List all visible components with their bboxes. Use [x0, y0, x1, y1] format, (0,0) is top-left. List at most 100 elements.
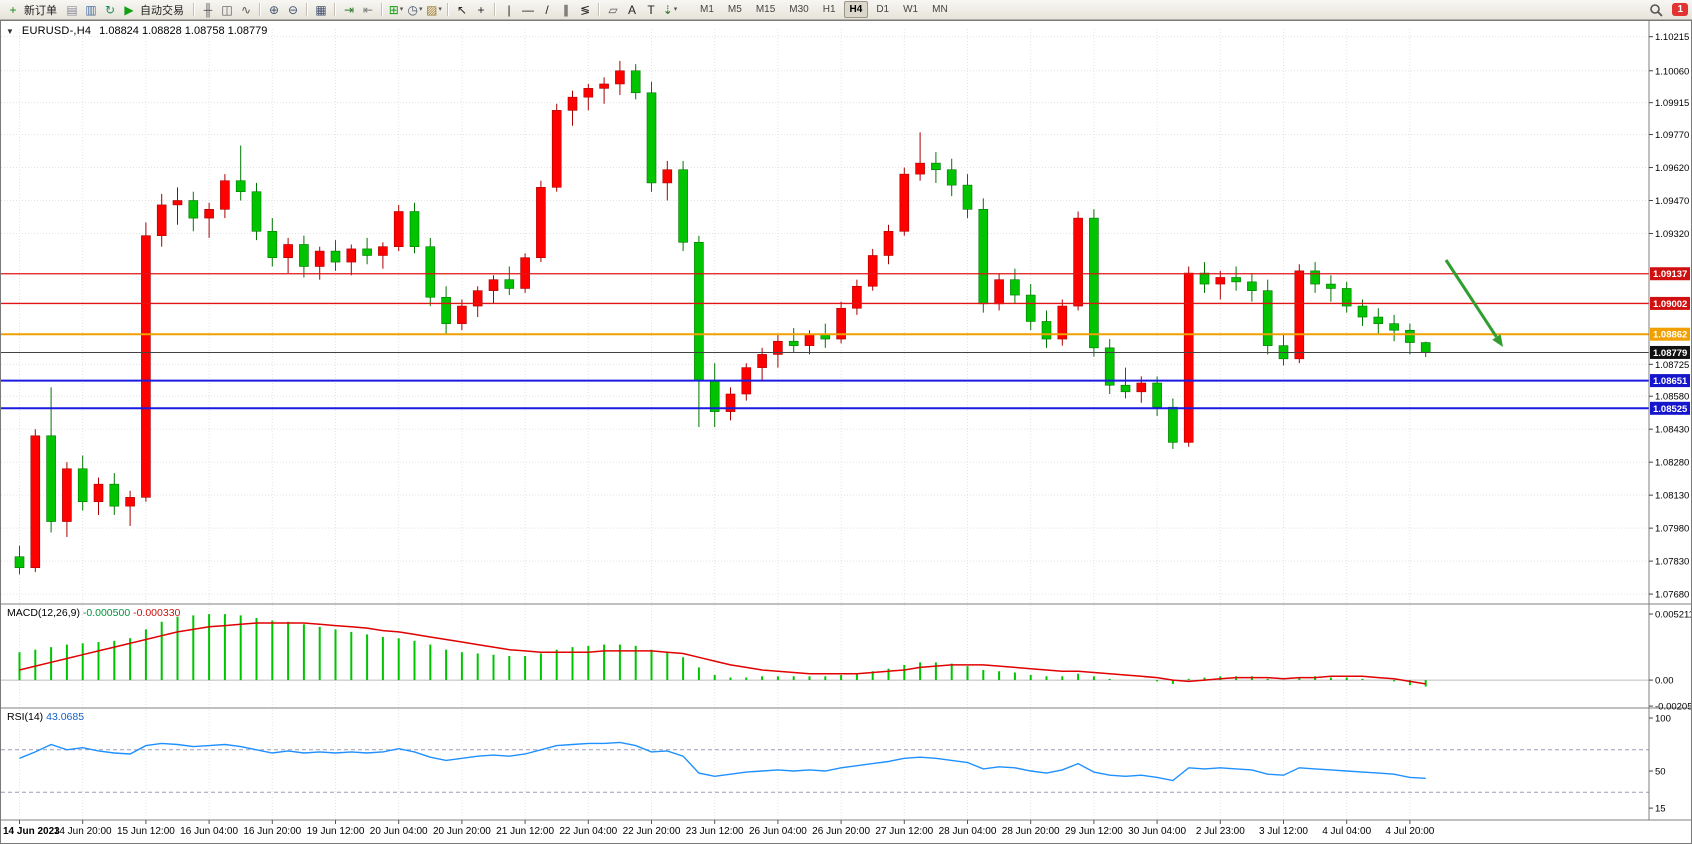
- bar-chart-button[interactable]: ╫: [199, 1, 217, 18]
- timeframe-w1[interactable]: W1: [903, 4, 919, 15]
- toolbar-separator: [193, 3, 195, 16]
- svg-text:23 Jun 12:00: 23 Jun 12:00: [686, 826, 744, 837]
- svg-text:1.09915: 1.09915: [1655, 98, 1689, 109]
- toolbar-separator: [306, 3, 308, 16]
- zoom-in-icon: ⊕: [268, 2, 280, 17]
- pane-separators[interactable]: [1, 21, 1691, 821]
- search-button[interactable]: [1647, 1, 1665, 18]
- chart-shift-button[interactable]: ⇤: [359, 1, 377, 18]
- indicators-button[interactable]: ⊞ ▾: [387, 1, 405, 18]
- trendline-icon: /: [545, 2, 549, 17]
- chart-title: ▼ EURUSD-,H4 1.08824 1.08828 1.08758 1.0…: [6, 25, 267, 37]
- svg-text:1.09620: 1.09620: [1655, 163, 1689, 174]
- candlestick-chart-button[interactable]: ◫: [218, 1, 236, 18]
- line-chart-button[interactable]: ∿: [237, 1, 255, 18]
- timeframe-d1[interactable]: D1: [876, 4, 890, 15]
- auto-scroll-icon: ⇥: [343, 2, 355, 17]
- auto-scroll-button[interactable]: ⇥: [340, 1, 358, 18]
- svg-text:1.08862: 1.08862: [1653, 330, 1687, 341]
- svg-text:1.07980: 1.07980: [1655, 524, 1689, 535]
- channel-icon: ∥: [563, 2, 569, 17]
- crosshair-button[interactable]: +: [472, 1, 490, 18]
- chart-canvas[interactable]: 1.10215 1.10060 1.09915 1.09770 1.09620 1.094…: [1, 21, 1692, 843]
- timeframe-m30[interactable]: M30: [789, 4, 809, 15]
- trendline-button[interactable]: /: [538, 1, 556, 18]
- crosshair-icon: +: [477, 2, 485, 17]
- svg-text:30 Jun 04:00: 30 Jun 04:00: [1128, 826, 1186, 837]
- timeframe-m5[interactable]: M5: [727, 4, 742, 15]
- toolbar-separator: [334, 3, 336, 16]
- fibonacci-button[interactable]: ≶: [576, 1, 594, 18]
- svg-text:1.08130: 1.08130: [1655, 491, 1689, 502]
- timeframe-bar: M1 M5 M15 M30 H1 H4 D1 W1 MN: [694, 1, 954, 18]
- svg-text:28 Jun 20:00: 28 Jun 20:00: [1002, 826, 1060, 837]
- periods-button[interactable]: ◷ ▾: [406, 1, 424, 18]
- text-button[interactable]: A: [623, 1, 641, 18]
- shapes-button[interactable]: ▱: [604, 1, 622, 18]
- price-scale[interactable]: 1.10215 1.10060 1.09915 1.09770 1.09620 1.094…: [1649, 32, 1692, 815]
- svg-text:4 Jul 20:00: 4 Jul 20:00: [1385, 826, 1434, 837]
- text-label-button[interactable]: T: [642, 1, 660, 18]
- level-price-label: [1650, 401, 1690, 415]
- trend-arrow-annotation[interactable]: [1444, 259, 1503, 347]
- arrows-button[interactable]: ⇣ ▾: [661, 1, 679, 18]
- print-icon: ▤: [66, 2, 78, 17]
- svg-text:21 Jun 12:00: 21 Jun 12:00: [496, 826, 554, 837]
- channel-button[interactable]: ∥: [557, 1, 575, 18]
- templates-icon: ▨: [426, 2, 438, 17]
- svg-text:1.08725: 1.08725: [1655, 360, 1689, 371]
- refresh-button[interactable]: ↻: [101, 1, 119, 18]
- collapse-icon[interactable]: ▼: [6, 26, 14, 36]
- candlestick-chart-icon: ◫: [221, 2, 233, 17]
- new-order-button[interactable]: +: [4, 1, 22, 18]
- print-button[interactable]: ▤: [63, 1, 81, 18]
- notification-badge[interactable]: 1: [1672, 3, 1688, 16]
- toolbar-buttons: + 新订单 ▤ ▥ ↻ ▶ 自动交易 ╫ ◫ ∿ ⊕ ⊖ ▦ ⇥ ⇤ ⊞ ▾ ◷ ▾ ▨ ▾ ↖ + | — / ∥ ≶ ▱ A T ⇣ ▾: [4, 1, 679, 18]
- dropdown-caret-icon[interactable]: ▾: [438, 6, 442, 13]
- svg-text:1.07830: 1.07830: [1655, 557, 1689, 568]
- svg-text:1.08280: 1.08280: [1655, 458, 1689, 469]
- svg-text:1.09137: 1.09137: [1653, 269, 1687, 280]
- svg-text:22 Jun 04:00: 22 Jun 04:00: [559, 826, 617, 837]
- horizontal-line-button[interactable]: —: [519, 1, 537, 18]
- zoom-in-button[interactable]: ⊕: [265, 1, 283, 18]
- vertical-line-button[interactable]: |: [500, 1, 518, 18]
- auto-trading-button-label: 自动交易: [140, 4, 184, 17]
- svg-text:3 Jul 12:00: 3 Jul 12:00: [1259, 826, 1308, 837]
- svg-text:1.09770: 1.09770: [1655, 130, 1689, 141]
- periods-icon: ◷: [407, 2, 418, 17]
- timeframe-h4[interactable]: H4: [843, 1, 869, 18]
- svg-text:1.10215: 1.10215: [1655, 32, 1689, 43]
- zoom-out-icon: ⊖: [287, 2, 299, 17]
- timeframe-m1[interactable]: M1: [700, 4, 714, 15]
- cursor-button[interactable]: ↖: [453, 1, 471, 18]
- timeframe-mn[interactable]: MN: [932, 4, 948, 15]
- rsi-name: RSI(14): [7, 711, 44, 723]
- auto-trading-button[interactable]: ▶: [120, 1, 138, 18]
- chart-shift-icon: ⇤: [362, 2, 374, 17]
- svg-text:26 Jun 04:00: 26 Jun 04:00: [749, 826, 807, 837]
- chart-window-button[interactable]: ▥: [82, 1, 100, 18]
- svg-text:1.09470: 1.09470: [1655, 196, 1689, 207]
- svg-text:1.08525: 1.08525: [1653, 404, 1688, 415]
- chart-window-icon: ▥: [85, 2, 97, 17]
- timeframe-h1[interactable]: H1: [822, 4, 836, 15]
- toolbar-separator: [494, 3, 496, 16]
- svg-text:22 Jun 20:00: 22 Jun 20:00: [623, 826, 681, 837]
- svg-text:1.10060: 1.10060: [1655, 66, 1689, 77]
- dropdown-caret-icon[interactable]: ▾: [673, 6, 678, 13]
- svg-text:19 Jun 12:00: 19 Jun 12:00: [307, 826, 365, 837]
- dropdown-caret-icon[interactable]: ▾: [418, 6, 423, 13]
- svg-text:16 Jun 20:00: 16 Jun 20:00: [243, 826, 301, 837]
- dropdown-caret-icon[interactable]: ▾: [399, 6, 404, 13]
- svg-text:2 Jul 23:00: 2 Jul 23:00: [1196, 826, 1245, 837]
- templates-button[interactable]: ▨ ▾: [425, 1, 443, 18]
- zoom-out-button[interactable]: ⊖: [284, 1, 302, 18]
- tile-windows-button[interactable]: ▦: [312, 1, 330, 18]
- new-order-button-label: 新订单: [24, 4, 57, 17]
- symbol-period-label: EURUSD-,H4: [21, 25, 92, 37]
- text-icon: A: [627, 2, 636, 17]
- timeframe-m15[interactable]: M15: [755, 4, 776, 15]
